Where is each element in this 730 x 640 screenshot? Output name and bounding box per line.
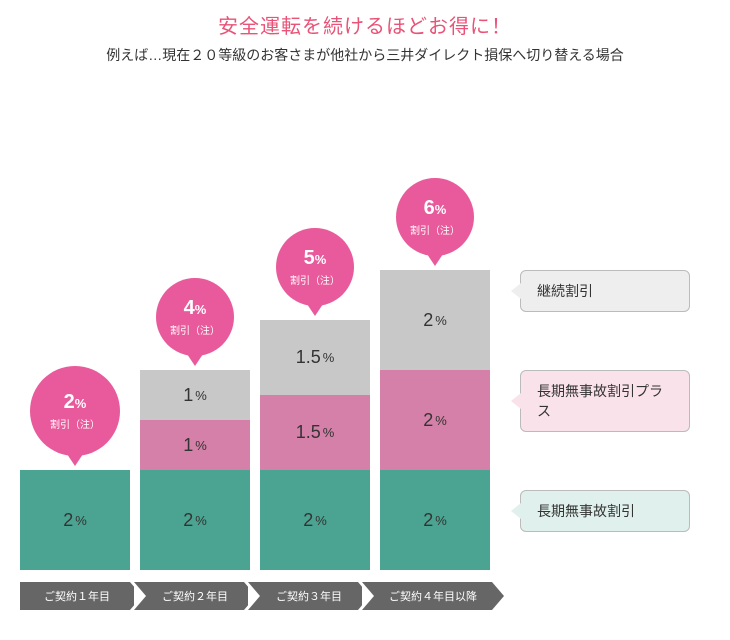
total-bubble: 6%割引（注） — [396, 178, 474, 256]
bar-segment-base: 2% — [380, 470, 490, 570]
page-subtitle: 例えば…現在２０等級のお客さまが他社から三井ダイレクト損保へ切り替える場合 — [0, 45, 730, 65]
axis-label: ご契約１年目 — [20, 582, 130, 610]
bar-segment-cont: 1% — [140, 370, 250, 420]
bar-segment-plus: 2% — [380, 370, 490, 470]
bar-segment-cont: 1.5% — [260, 320, 370, 395]
bar-segment-plus: 1% — [140, 420, 250, 470]
total-bubble: 2%割引（注） — [30, 366, 120, 456]
legend-cont: 継続割引 — [520, 270, 690, 312]
axis-label: ご契約２年目 — [134, 582, 244, 610]
legend-base: 長期無事故割引 — [520, 490, 690, 532]
bar-segment-plus: 1.5% — [260, 395, 370, 470]
page-title: 安全運転を続けるほどお得に！ — [0, 10, 730, 39]
bar-segment-base: 2% — [20, 470, 130, 570]
axis-label: ご契約４年目以降 — [362, 582, 492, 610]
bar-segment-base: 2% — [140, 470, 250, 570]
bar-segment-cont: 2% — [380, 270, 490, 370]
discount-chart: 2%2%割引（注）2%1%1%4%割引（注）2%1.5%1.5%5%割引（注）2… — [20, 80, 710, 570]
bar-segment-base: 2% — [260, 470, 370, 570]
axis-label: ご契約３年目 — [248, 582, 358, 610]
total-bubble: 4%割引（注） — [156, 278, 234, 356]
total-bubble: 5%割引（注） — [276, 228, 354, 306]
legend-plus: 長期無事故割引プラス — [520, 370, 690, 432]
year-axis: ご契約１年目ご契約２年目ご契約３年目ご契約４年目以降 — [20, 582, 496, 610]
